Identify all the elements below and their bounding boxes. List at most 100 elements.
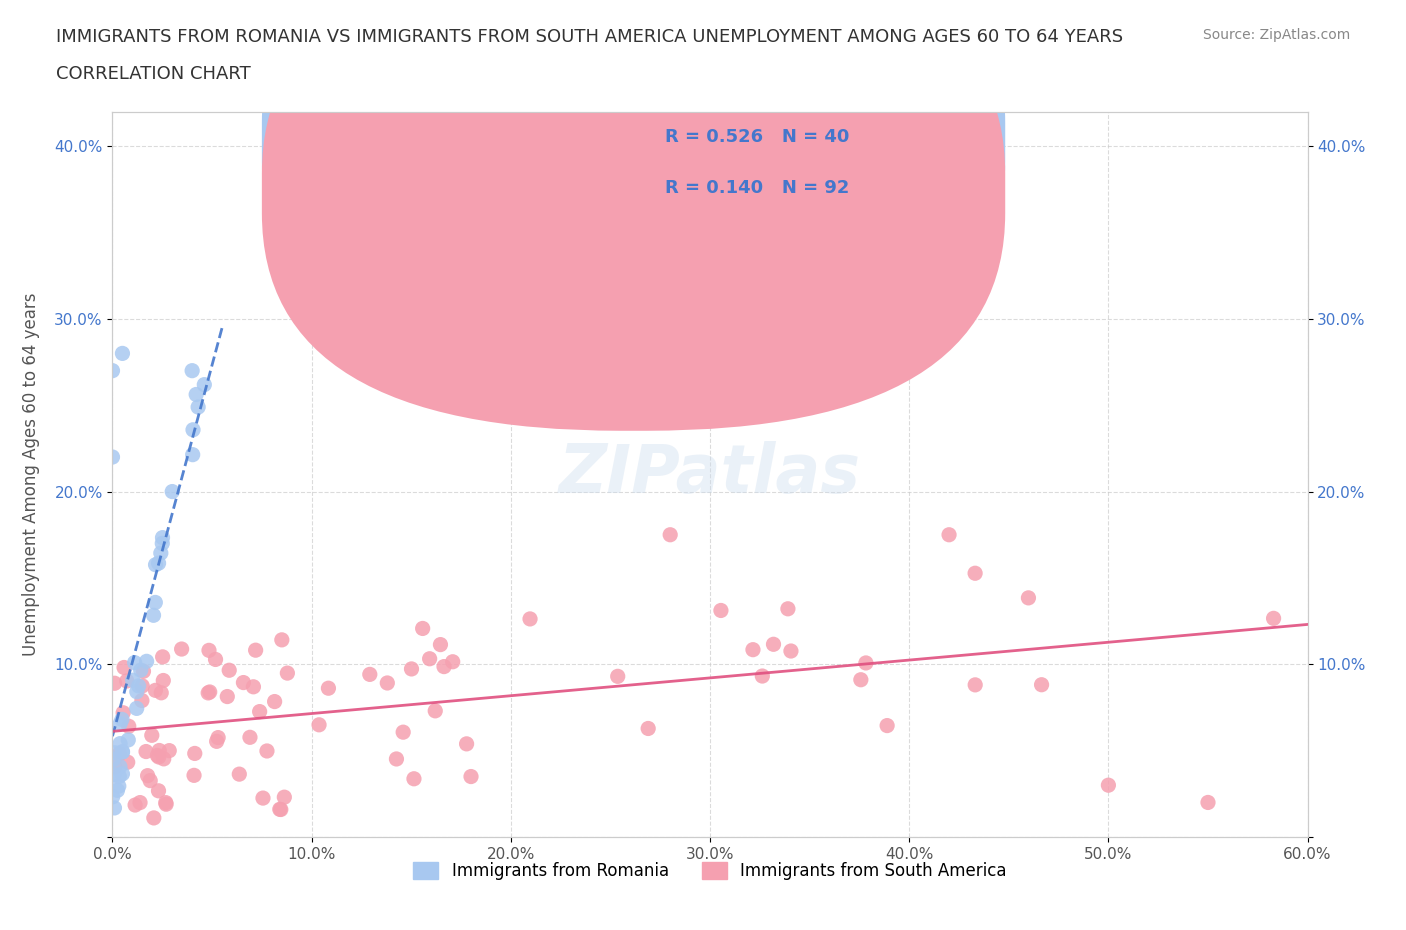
Point	[938, 527, 960, 542]
Point	[139, 773, 162, 788]
Point	[412, 621, 434, 636]
Point	[104, 676, 127, 691]
Point	[270, 802, 292, 817]
Point	[751, 669, 773, 684]
Point	[197, 685, 219, 700]
Point	[131, 679, 153, 694]
Point	[460, 769, 482, 784]
Point	[308, 717, 330, 732]
Point	[207, 730, 229, 745]
Point	[198, 643, 221, 658]
Point	[149, 546, 172, 561]
Point	[263, 694, 285, 709]
Point	[193, 378, 215, 392]
Point	[141, 728, 163, 743]
Point	[441, 655, 464, 670]
Point	[135, 744, 157, 759]
Point	[606, 669, 628, 684]
Point	[359, 667, 381, 682]
Point	[187, 400, 209, 415]
Point	[637, 721, 659, 736]
Point	[218, 663, 240, 678]
Point	[1017, 591, 1039, 605]
Point	[876, 718, 898, 733]
Point	[142, 608, 165, 623]
Point	[401, 661, 423, 676]
Point	[143, 595, 166, 610]
Point	[117, 755, 139, 770]
Point	[128, 679, 150, 694]
Point	[103, 767, 125, 782]
Point	[245, 643, 267, 658]
Point	[780, 644, 803, 658]
Point	[124, 798, 146, 813]
Point	[125, 701, 148, 716]
Point	[152, 673, 174, 688]
Point	[318, 681, 340, 696]
Point	[710, 603, 733, 618]
Text: Source: ZipAtlas.com: Source: ZipAtlas.com	[1202, 28, 1350, 42]
Point	[157, 743, 180, 758]
Point	[146, 748, 169, 763]
Point	[429, 637, 451, 652]
Point	[111, 745, 134, 760]
Point	[150, 685, 173, 700]
Point	[181, 364, 204, 379]
Point	[1031, 677, 1053, 692]
Point	[1263, 611, 1285, 626]
Point	[136, 768, 159, 783]
Point	[402, 771, 425, 786]
Point	[375, 675, 398, 690]
Point	[855, 656, 877, 671]
Point	[132, 664, 155, 679]
Point	[249, 704, 271, 719]
Y-axis label: Unemployment Among Ages 60 to 64 years: Unemployment Among Ages 60 to 64 years	[22, 293, 41, 656]
Point	[170, 642, 193, 657]
Point	[152, 530, 174, 545]
Point	[198, 684, 221, 699]
Point	[125, 684, 148, 699]
Point	[111, 744, 134, 759]
Point	[152, 649, 174, 664]
Point	[101, 449, 124, 464]
Point	[148, 743, 170, 758]
Point	[385, 751, 408, 766]
FancyBboxPatch shape	[262, 0, 1005, 431]
Point	[108, 716, 131, 731]
Point	[112, 660, 135, 675]
Point	[239, 730, 262, 745]
Point	[762, 637, 785, 652]
Point	[104, 745, 127, 760]
Point	[183, 768, 205, 783]
Point	[103, 751, 125, 766]
Point	[181, 422, 204, 437]
Point	[107, 778, 129, 793]
Text: CORRELATION CHART: CORRELATION CHART	[56, 65, 252, 83]
Point	[425, 703, 447, 718]
Point	[269, 802, 291, 817]
Point	[419, 651, 441, 666]
Point	[270, 632, 292, 647]
Point	[103, 801, 125, 816]
Point	[186, 387, 208, 402]
Point	[155, 797, 177, 812]
Point	[155, 795, 177, 810]
Point	[129, 663, 152, 678]
Point	[142, 810, 165, 825]
Text: IMMIGRANTS FROM ROMANIA VS IMMIGRANTS FROM SOUTH AMERICA UNEMPLOYMENT AMONG AGES: IMMIGRANTS FROM ROMANIA VS IMMIGRANTS FR…	[56, 28, 1123, 46]
Point	[276, 666, 298, 681]
Point	[124, 655, 146, 670]
Point	[145, 557, 167, 572]
Point	[205, 734, 228, 749]
Point	[115, 673, 138, 688]
Point	[242, 679, 264, 694]
Point	[108, 746, 131, 761]
Point	[965, 565, 987, 580]
Point	[148, 750, 170, 764]
FancyBboxPatch shape	[591, 119, 973, 249]
Point	[392, 724, 415, 739]
Point	[1097, 777, 1119, 792]
Point	[104, 760, 127, 775]
Point	[659, 527, 682, 542]
Point	[108, 759, 131, 774]
